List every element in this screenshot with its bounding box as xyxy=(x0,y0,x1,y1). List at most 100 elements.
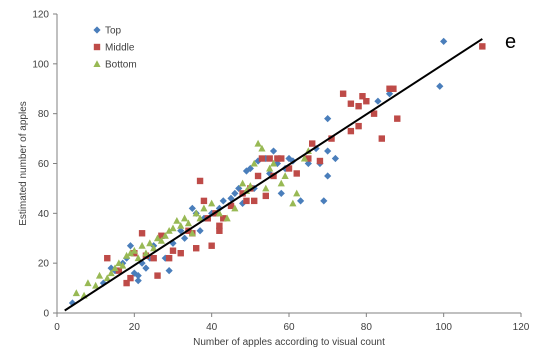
data-point-bottom xyxy=(146,239,154,247)
data-point-middle xyxy=(293,170,300,177)
data-point-bottom xyxy=(103,274,111,282)
data-point-bottom xyxy=(200,204,208,212)
data-point-middle xyxy=(220,215,227,222)
legend-label: Middle xyxy=(105,43,135,54)
legend-item-top: Top xyxy=(93,26,122,37)
data-point-bottom xyxy=(246,182,254,189)
data-point-top xyxy=(320,197,328,205)
data-point-middle xyxy=(138,230,146,237)
data-point-bottom xyxy=(72,289,80,297)
series-bottom xyxy=(72,139,312,299)
data-point-top xyxy=(134,277,142,285)
data-point-middle xyxy=(390,85,397,92)
data-point-bottom xyxy=(281,172,289,179)
x-tick-label: 120 xyxy=(513,322,530,333)
data-point-top xyxy=(324,147,332,155)
data-point-top xyxy=(281,164,289,173)
data-point-bottom xyxy=(107,269,115,277)
data-point-bottom xyxy=(208,199,216,207)
data-point-middle xyxy=(339,90,347,97)
data-point-middle xyxy=(127,274,134,282)
y-tick-label: 20 xyxy=(38,259,50,270)
data-point-top xyxy=(436,82,444,90)
data-point-middle xyxy=(216,222,223,229)
x-axis-ticks: 0 20 40 60 80 100 120 xyxy=(54,313,530,333)
data-point-top xyxy=(165,267,173,275)
y-tick-label: 60 xyxy=(38,159,50,170)
data-point-top xyxy=(188,204,196,212)
data-point-middle xyxy=(123,279,130,287)
data-point-bottom xyxy=(157,236,165,244)
data-point-bottom xyxy=(111,264,119,272)
data-point-middle xyxy=(177,250,184,257)
data-point-top xyxy=(297,197,305,205)
data-point-bottom xyxy=(92,281,100,289)
data-point-bottom xyxy=(258,144,266,152)
data-point-top xyxy=(231,189,239,197)
legend-label: Bottom xyxy=(105,60,137,71)
data-point-bottom xyxy=(192,209,200,217)
data-point-top xyxy=(107,264,115,272)
data-point-middle xyxy=(254,172,262,180)
data-point-middle xyxy=(386,85,393,92)
data-point-bottom xyxy=(215,209,223,217)
y-tick-label: 80 xyxy=(38,109,50,120)
legend-marker-top xyxy=(93,26,101,34)
data-point-bottom xyxy=(196,214,204,222)
data-point-bottom xyxy=(239,179,247,187)
fit-line xyxy=(64,38,483,312)
data-point-top xyxy=(266,169,274,178)
legend-item-bottom: Bottom xyxy=(93,60,137,71)
data-point-bottom xyxy=(150,244,158,252)
data-point-top xyxy=(126,242,135,250)
x-tick-label: 40 xyxy=(206,322,218,333)
data-point-top xyxy=(440,37,448,46)
legend-label: Top xyxy=(105,26,122,37)
data-point-bottom xyxy=(177,221,185,229)
data-point-bottom xyxy=(184,219,193,227)
data-point-bottom xyxy=(188,229,196,237)
data-point-bottom xyxy=(300,154,309,162)
data-point-middle xyxy=(347,127,355,135)
data-point-bottom xyxy=(262,184,270,192)
data-point-top xyxy=(273,159,281,168)
data-point-bottom xyxy=(161,231,169,239)
data-point-bottom xyxy=(293,189,301,197)
data-point-bottom xyxy=(173,217,181,224)
data-point-bottom xyxy=(130,246,138,254)
data-point-middle xyxy=(258,155,266,162)
data-point-middle xyxy=(328,135,335,142)
data-point-top xyxy=(374,97,382,105)
data-point-top xyxy=(324,172,332,180)
axes: 0 20 40 60 80 100 120 0 20 40 60 80 100 120 xyxy=(32,10,529,334)
data-point-middle xyxy=(285,165,293,172)
y-axis-ticks: 0 20 40 60 80 100 120 xyxy=(32,10,57,320)
data-point-middle xyxy=(150,254,157,262)
data-point-top xyxy=(181,234,189,242)
x-tick-label: 100 xyxy=(435,322,452,333)
data-point-middle xyxy=(305,155,312,162)
data-point-middle xyxy=(316,157,324,165)
data-point-middle xyxy=(154,272,161,279)
data-point-middle xyxy=(359,93,366,100)
data-point-middle xyxy=(266,155,273,162)
data-point-bottom xyxy=(142,249,150,257)
series-top xyxy=(68,37,448,307)
data-point-top xyxy=(130,269,138,277)
data-point-middle xyxy=(169,247,177,254)
data-point-bottom xyxy=(266,164,274,172)
data-point-middle xyxy=(115,267,123,274)
data-point-top xyxy=(142,264,150,272)
data-point-bottom xyxy=(277,179,285,187)
data-point-bottom xyxy=(126,249,135,257)
data-point-middle xyxy=(363,98,370,105)
data-point-bottom xyxy=(181,214,189,222)
data-point-middle xyxy=(158,232,165,239)
data-point-top xyxy=(196,227,204,235)
data-point-middle xyxy=(196,177,204,185)
data-point-middle xyxy=(274,155,281,162)
data-point-bottom xyxy=(254,139,262,147)
data-point-top xyxy=(277,189,285,197)
data-point-top xyxy=(134,272,142,280)
